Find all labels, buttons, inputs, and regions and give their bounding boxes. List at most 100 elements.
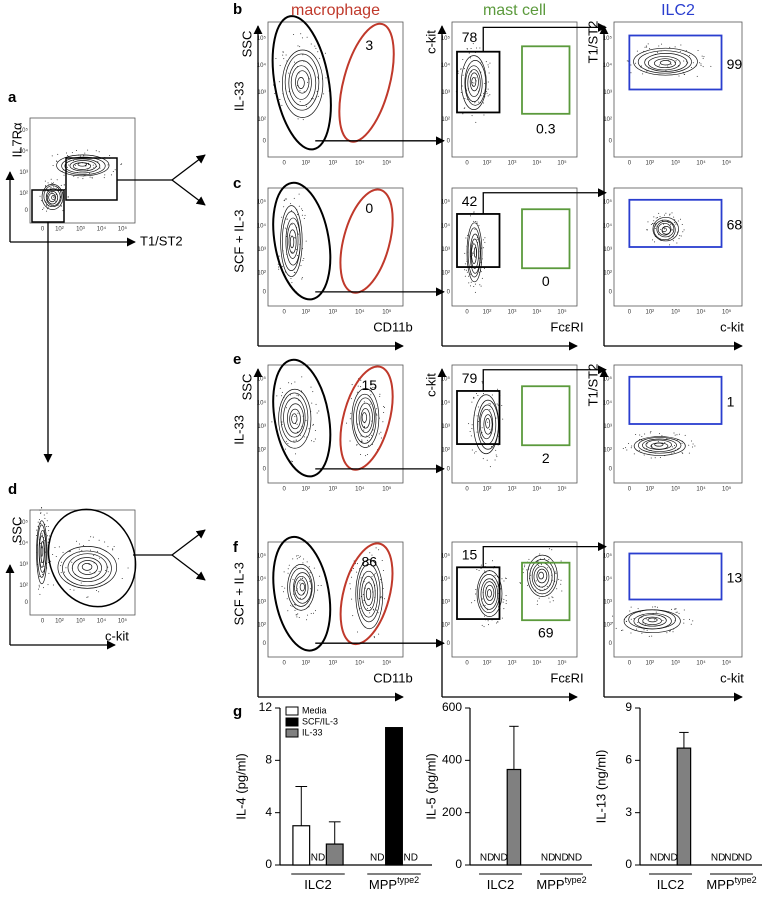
contour xyxy=(355,559,384,630)
event-dot xyxy=(464,275,466,277)
event-dot xyxy=(120,164,122,166)
event-dot xyxy=(675,611,677,613)
event-dot xyxy=(460,68,462,70)
event-dot xyxy=(483,92,485,94)
event-dot xyxy=(90,536,92,538)
event-dot xyxy=(43,565,45,567)
axis-label: IL-4 (pg/ml) xyxy=(233,753,248,819)
event-dot xyxy=(484,605,486,607)
event-dot xyxy=(474,228,476,230)
event-dot xyxy=(476,222,478,224)
event-dot xyxy=(472,43,474,45)
event-dot xyxy=(52,553,54,555)
event-dot xyxy=(677,220,679,222)
event-dot xyxy=(349,418,351,420)
event-dot xyxy=(63,184,65,186)
event-dot xyxy=(281,586,283,588)
x-tick-label: 10² xyxy=(646,487,655,493)
event-dot xyxy=(673,451,675,453)
y-tick-label: 9 xyxy=(625,700,632,714)
event-dot xyxy=(369,612,371,614)
event-dot xyxy=(360,379,362,381)
event-dot xyxy=(635,628,637,630)
event-dot xyxy=(380,578,382,580)
event-dot xyxy=(306,561,308,563)
event-dot xyxy=(467,234,469,236)
event-dot xyxy=(71,561,73,563)
x-tick-label: 10⁴ xyxy=(532,486,542,493)
contour xyxy=(297,77,305,89)
category: ILC2 xyxy=(487,877,514,892)
event-dot xyxy=(50,560,52,562)
event-dot xyxy=(555,573,557,575)
x-tick-label: 10⁴ xyxy=(355,160,365,167)
y-tick-label: 10⁴ xyxy=(441,575,451,582)
event-dot xyxy=(312,424,314,426)
arrow xyxy=(171,529,206,556)
event-dot xyxy=(281,423,283,425)
event-dot xyxy=(666,438,668,440)
event-dot xyxy=(303,258,305,260)
x-tick-label: 10⁴ xyxy=(97,226,107,233)
event-dot xyxy=(635,434,637,436)
event-dot xyxy=(473,220,475,222)
event-dot xyxy=(299,597,301,599)
value-label: ND xyxy=(738,853,752,864)
event-dot xyxy=(88,173,90,175)
x-tick-label: 10² xyxy=(301,487,310,493)
event-dot xyxy=(287,443,289,445)
event-dot xyxy=(679,218,681,220)
event-dot xyxy=(655,217,657,219)
x-tick-label: 10⁴ xyxy=(532,309,542,316)
contour xyxy=(365,587,372,601)
event-dot xyxy=(291,461,293,463)
y-tick-label: 0 xyxy=(25,600,29,606)
event-dot xyxy=(52,164,54,166)
event-dot xyxy=(637,621,639,623)
gate xyxy=(456,213,501,268)
event-dot xyxy=(299,46,301,48)
event-dot xyxy=(51,183,53,185)
axis-label: SSC xyxy=(239,374,254,401)
event-dot xyxy=(80,582,82,584)
event-dot xyxy=(278,255,280,257)
event-dot xyxy=(302,119,304,121)
value-label: ND xyxy=(403,853,417,864)
event-dot xyxy=(351,384,353,386)
label: g xyxy=(233,703,242,720)
event-dot xyxy=(471,602,473,604)
y-tick-label: 10³ xyxy=(19,170,28,176)
event-dot xyxy=(649,48,651,50)
event-dot xyxy=(288,72,290,74)
event-dot xyxy=(676,242,678,244)
contour xyxy=(645,439,672,450)
event-dot xyxy=(526,585,528,587)
contour xyxy=(62,550,112,587)
event-dot xyxy=(380,596,382,598)
y-tick-label: 10⁵ xyxy=(257,376,267,383)
event-dot xyxy=(631,445,633,447)
event-dot xyxy=(371,434,373,436)
event-dot xyxy=(702,57,704,59)
event-dot xyxy=(379,395,381,397)
y-tick-label: 10² xyxy=(257,622,266,628)
event-dot xyxy=(96,550,98,552)
event-dot xyxy=(644,433,646,435)
gate xyxy=(628,34,723,91)
event-dot xyxy=(376,609,378,611)
event-dot xyxy=(296,248,298,250)
event-dot xyxy=(98,557,100,559)
event-dot xyxy=(56,160,58,162)
axis-label: IL7Rα xyxy=(9,122,24,157)
category: MPP xyxy=(536,877,564,892)
event-dot xyxy=(477,421,479,423)
event-dot xyxy=(366,435,368,437)
contour xyxy=(642,438,677,452)
event-dot xyxy=(50,187,52,189)
contour xyxy=(56,154,110,177)
event-dot xyxy=(279,65,281,67)
event-dot xyxy=(363,599,365,601)
label: 15 xyxy=(361,377,377,393)
y-tick-label: 0 xyxy=(609,289,613,295)
event-dot xyxy=(481,277,483,279)
